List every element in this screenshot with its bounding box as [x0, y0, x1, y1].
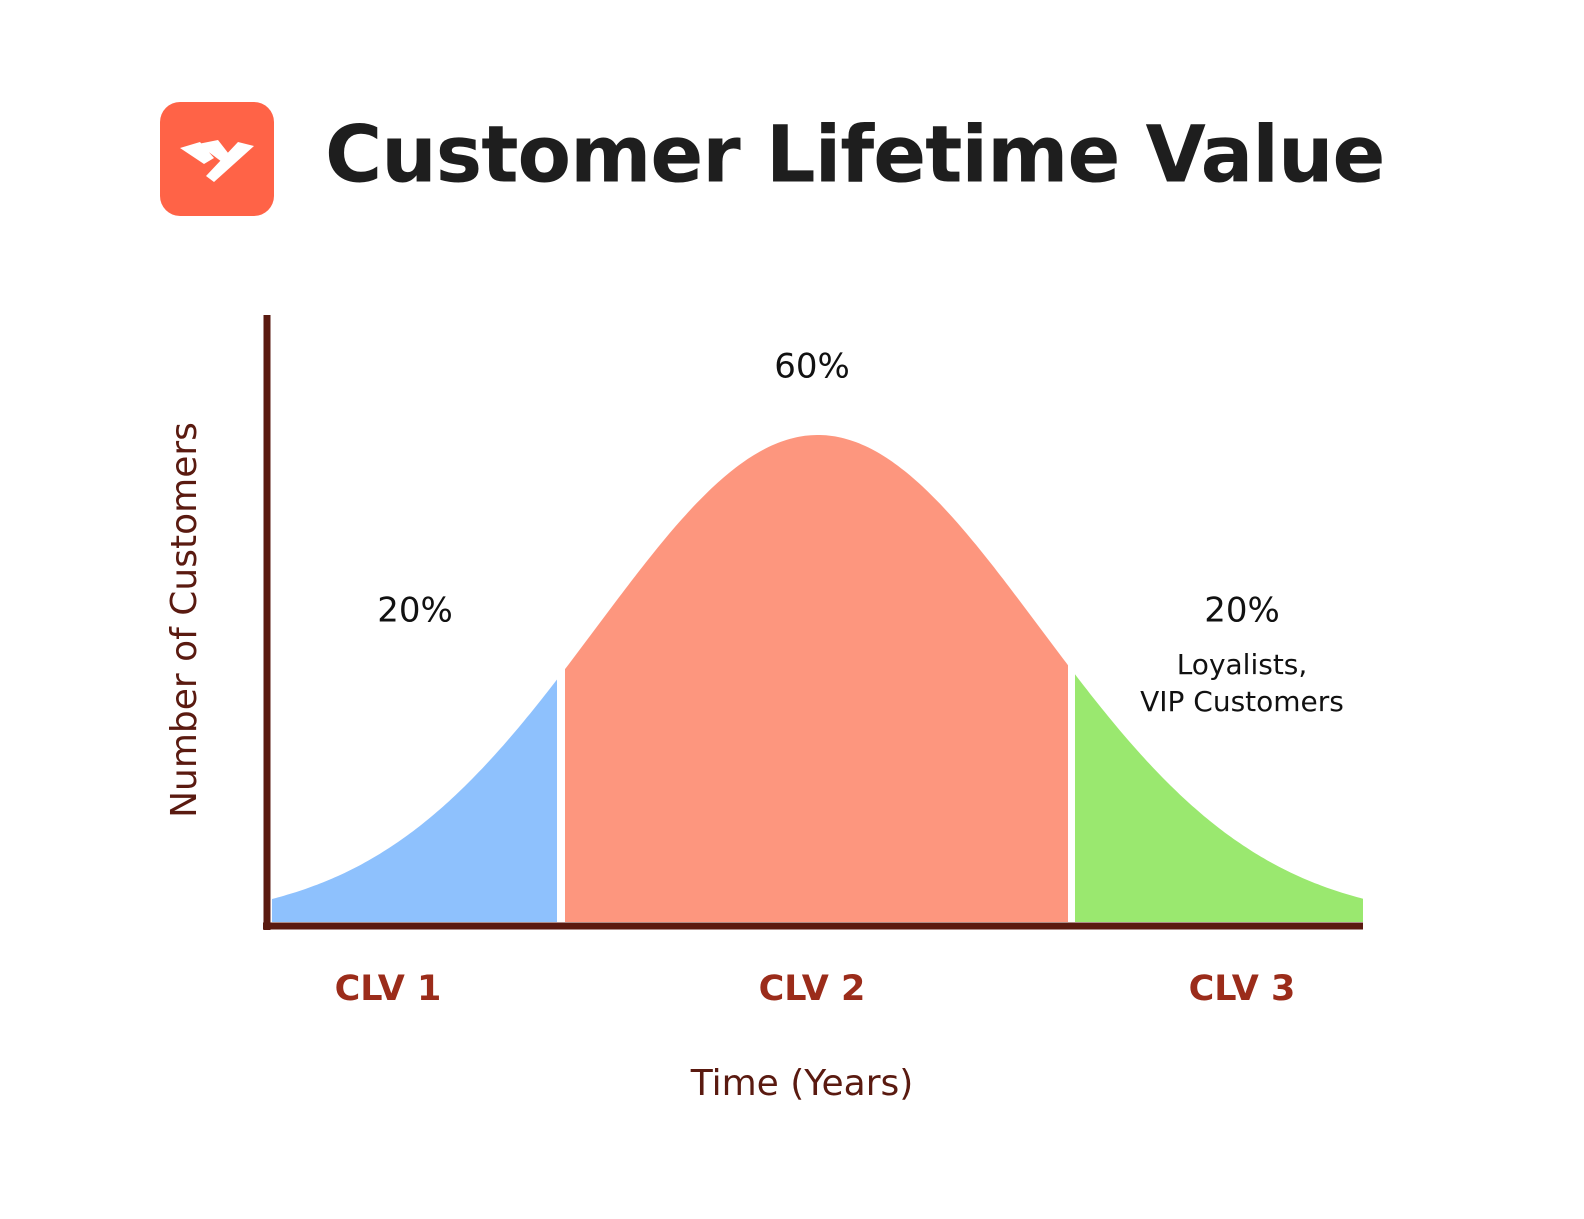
value-label: 60% [774, 347, 850, 387]
plot-area [272, 435, 1363, 922]
annotation: Loyalists, [1177, 648, 1308, 681]
category-label: CLV 3 [1189, 969, 1296, 1009]
y-axis-label: Number of Customers [164, 422, 205, 818]
logo-badge [160, 102, 274, 216]
segment [565, 435, 1068, 922]
segment [272, 679, 557, 922]
value-label: 20% [377, 591, 453, 631]
chart-title: Customer Lifetime Value [325, 110, 1384, 200]
logo-mark [180, 140, 254, 182]
category-label: CLV 1 [335, 969, 442, 1009]
category-label: CLV 2 [759, 969, 866, 1009]
segment [1075, 674, 1363, 922]
annotation: VIP Customers [1140, 685, 1344, 718]
x-axis-label: Time (Years) [690, 1063, 914, 1104]
logo [160, 102, 274, 216]
value-label: 20% [1204, 591, 1280, 631]
